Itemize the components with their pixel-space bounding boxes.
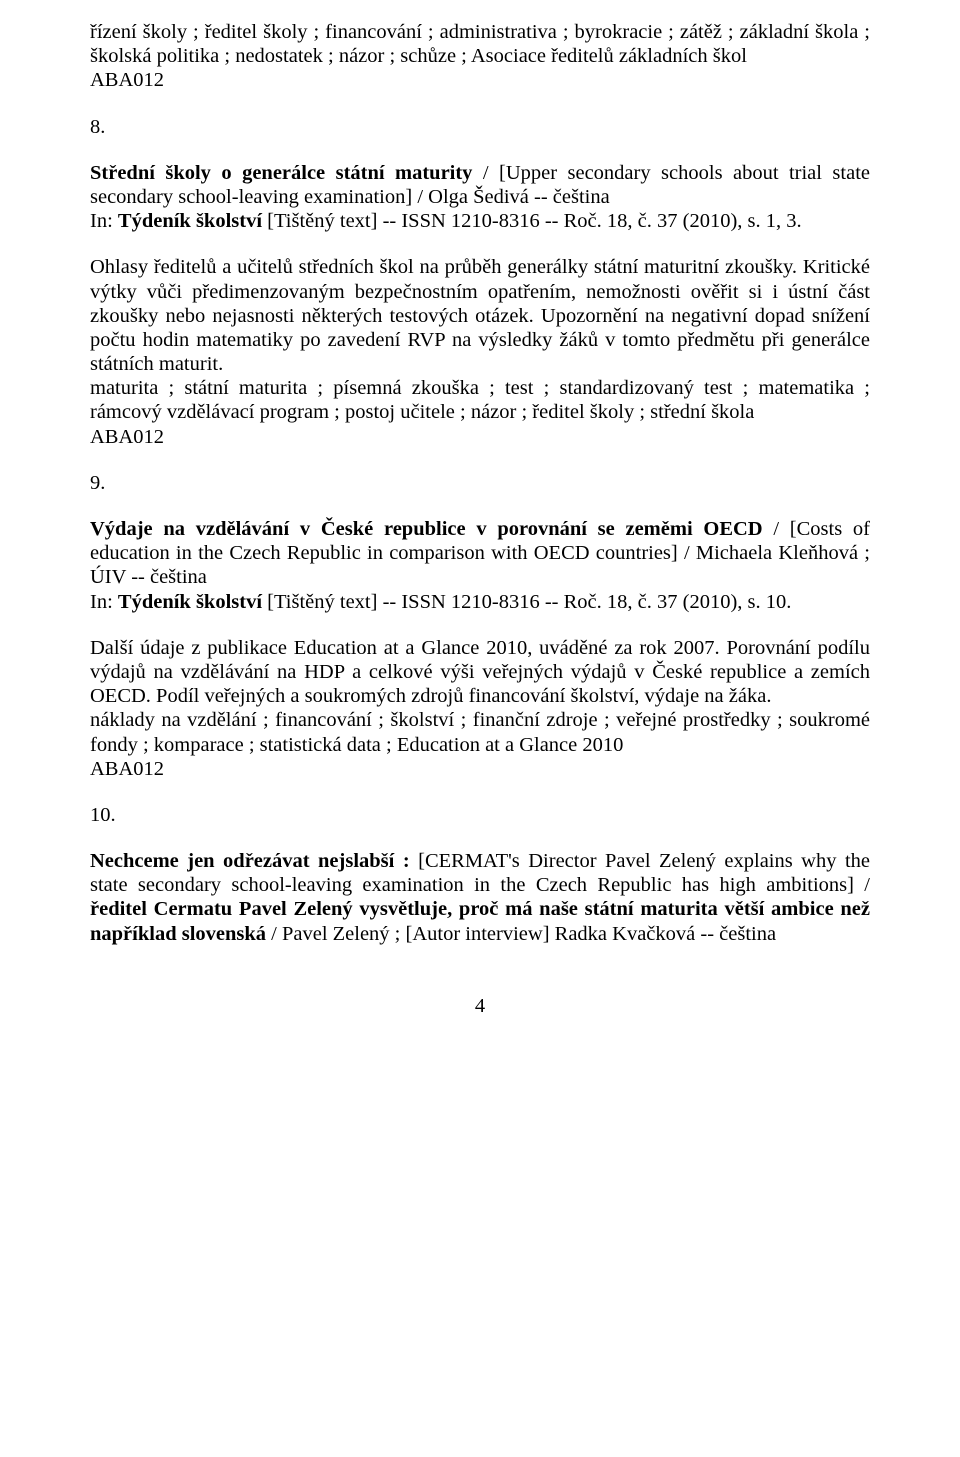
entry-8-in-bold: Týdeník školství (118, 210, 262, 232)
entry-8-in-rest: [Tištěný text] -- ISSN 1210-8316 -- Roč.… (262, 210, 802, 232)
entry-9-body-text: Další údaje z publikace Education at a G… (90, 637, 870, 707)
page-number: 4 (90, 994, 870, 1018)
entry-8-body: Ohlasy ředitelů a učitelů středních škol… (90, 255, 870, 449)
entry-9-in-rest: [Tištěný text] -- ISSN 1210-8316 -- Roč.… (262, 591, 791, 613)
intro-keywords: řízení školy ; ředitel školy ; financová… (90, 20, 870, 93)
entry-10-title-1: Nechceme jen odřezávat nejslabší : (90, 850, 410, 872)
entry-9-in-prefix: In: (90, 591, 118, 613)
entry-number-10: 10. (90, 803, 870, 827)
entry-9-code: ABA012 (90, 758, 164, 780)
intro-keywords-text: řízení školy ; ředitel školy ; financová… (90, 21, 870, 67)
entry-8-code: ABA012 (90, 426, 164, 448)
entry-9-title: Výdaje na vzdělávání v České republice v… (90, 518, 763, 540)
entry-8-title: Střední školy o generálce státní maturit… (90, 162, 472, 184)
entry-8-heading: Střední školy o generálce státní maturit… (90, 161, 870, 234)
entry-10-heading: Nechceme jen odřezávat nejslabší : [CERM… (90, 849, 870, 946)
entry-number-9: 9. (90, 471, 870, 495)
intro-code: ABA012 (90, 69, 164, 91)
entry-9-heading: Výdaje na vzdělávání v České republice v… (90, 517, 870, 614)
entry-9-keywords: náklady na vzdělání ; financování ; škol… (90, 709, 870, 755)
entry-number-8: 8. (90, 115, 870, 139)
entry-8-in-prefix: In: (90, 210, 118, 232)
entry-8-keywords: maturita ; státní maturita ; písemná zko… (90, 377, 870, 423)
entry-9-body: Další údaje z publikace Education at a G… (90, 636, 870, 781)
entry-10-rest: / Pavel Zelený ; [Autor interview] Radka… (266, 923, 776, 945)
entry-9-in-bold: Týdeník školství (118, 591, 262, 613)
entry-8-body-text: Ohlasy ředitelů a učitelů středních škol… (90, 256, 870, 375)
